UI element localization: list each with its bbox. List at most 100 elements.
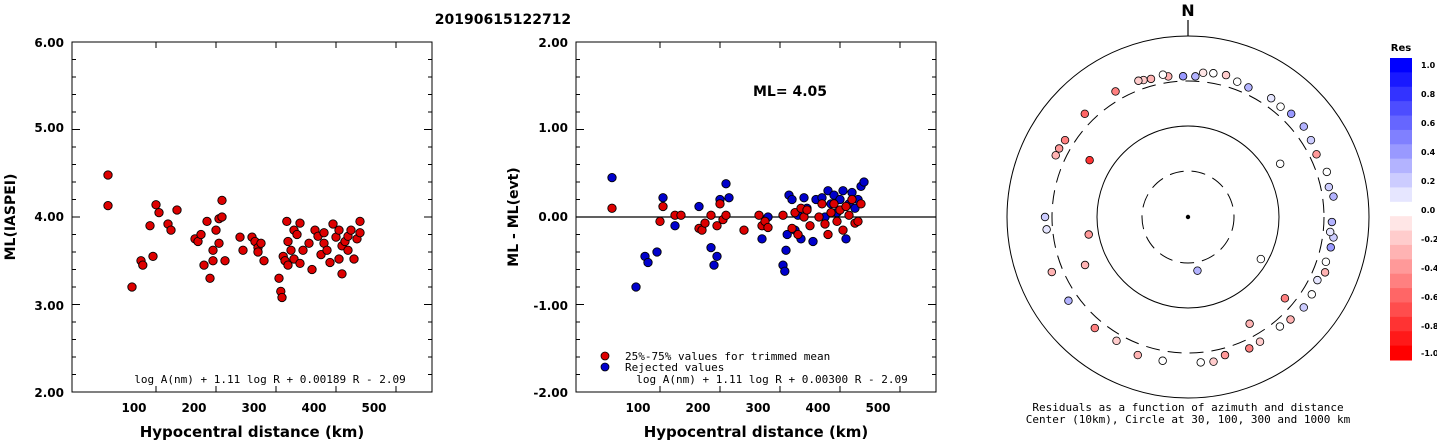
left-x-axis-label: Hypocentral distance (km) [140,423,365,441]
middle-accepted-point [829,199,839,209]
middle-rejected-point [670,221,680,231]
middle-xtick-label: 400 [805,401,830,415]
polar-station-point [1060,135,1070,145]
middle-accepted-point [805,221,815,231]
middle-rejected-point [652,247,662,257]
middle-accepted-point [658,201,668,212]
colorbar-block [1390,345,1412,361]
left-ytick-label: 2.00 [34,386,64,400]
middle-x-ticks: 100 200 300 400 500 [625,401,890,415]
colorbar-labels: 1.0 0.8 0.6 0.4 0.2 0.0 -0.2 -0.4 -0.6 -… [1421,61,1437,358]
colorbar-label: 0.0 [1421,206,1436,215]
left-data-point [214,238,224,248]
left-data-point [298,245,308,255]
polar-station-point [1178,72,1188,81]
legend-blue-marker [600,362,610,372]
left-data-point [283,236,293,247]
left-xtick-label: 300 [241,401,266,415]
polar-station-point [1306,135,1316,145]
middle-rejected-point [643,257,653,268]
middle-accepted-point [778,210,788,220]
north-label: N [1181,1,1194,20]
left-formula: log A(nm) + 1.11 log R + 0.00189 R - 2.0… [134,373,406,386]
polar-station-point [1329,192,1338,201]
middle-rejected-point [782,229,792,240]
middle-accepted-point [832,216,842,227]
colorbar-block [1390,129,1412,145]
middle-rejected-point [799,193,809,203]
middle-accepted-point [847,194,857,205]
middle-rejected-point [841,234,851,244]
left-data-point [253,247,263,257]
left-data-point [220,256,230,266]
left-data-point [292,229,302,240]
left-data-point [319,228,329,238]
middle-rejected-point [706,242,716,253]
middle-rejected-point [709,260,719,270]
left-data-point [307,264,317,275]
polar-station-point [1111,87,1120,96]
left-data-point [127,282,137,292]
left-data-point [355,228,365,238]
left-data-point [196,229,206,240]
polar-station-point [1244,83,1253,92]
polar-station-point [1320,268,1330,277]
ml-value-label: ML= 4.05 [753,84,827,100]
polar-station-point [1327,217,1337,227]
left-data-point [349,254,359,264]
middle-accepted-point [712,221,722,231]
polar-station-point [1198,68,1208,78]
polar-station-point [1209,69,1218,78]
colorbar-block [1390,144,1412,160]
colorbar-label: 0.4 [1421,148,1436,157]
middle-rejected-point [658,193,668,203]
colorbar-label: 0.6 [1421,119,1436,128]
left-ytick-label: 4.00 [34,210,64,224]
polar-station-point [1221,70,1231,80]
polar-station-point [1191,72,1200,81]
middle-accepted-point [841,201,851,212]
middle-accepted-point [820,219,830,229]
colorbar-block [1390,230,1412,246]
left-data-point [334,254,344,264]
polar-station-point [1233,77,1242,86]
left-data-point [151,200,161,210]
middle-ytick-label: 0.00 [538,210,568,224]
middle-rejected-point [859,177,869,187]
left-xtick-label: 200 [181,401,206,415]
left-tick-marks [72,41,432,393]
left-data-point [103,170,113,180]
left-data-point [148,251,158,262]
middle-chart: ML - ML(evt) Hypocentral distance (km) M… [506,36,937,441]
polar-station-point [1220,350,1230,360]
left-xtick-label: 500 [361,401,386,415]
polar-station-point [1322,167,1332,177]
middle-rejected-point [781,245,791,255]
middle-accepted-point [856,199,866,209]
polar-station-point [1280,294,1290,303]
left-chart: ML(IASPEI) Hypocentral distance (km) log… [3,36,433,441]
polar-station-point [1196,358,1205,367]
left-points [103,170,365,303]
left-plot-frame [71,41,433,393]
colorbar-label: -0.2 [1421,235,1437,244]
colorbar-label: -0.8 [1421,322,1437,331]
middle-ytick-label: 2.00 [538,36,568,50]
colorbar-block [1390,331,1412,347]
colorbar-block [1390,216,1412,232]
circle-30km [1141,170,1235,264]
colorbar-block [1390,187,1412,203]
middle-xtick-label: 500 [865,401,890,415]
colorbar-label: -0.6 [1421,293,1437,302]
polar-station-point [1080,260,1090,270]
middle-xtick-label: 300 [745,401,770,415]
middle-rejected-point [757,234,767,244]
colorbar-label: -1.0 [1421,349,1437,358]
middle-accepted-point [814,212,824,222]
left-data-point [235,232,245,242]
middle-y-ticks: 2.00 1.00 0.00 -1.00 -2.00 [533,36,568,400]
colorbar-blocks [1390,58,1412,361]
middle-ytick-label: 1.00 [538,121,568,135]
circle-300km [1051,80,1325,354]
